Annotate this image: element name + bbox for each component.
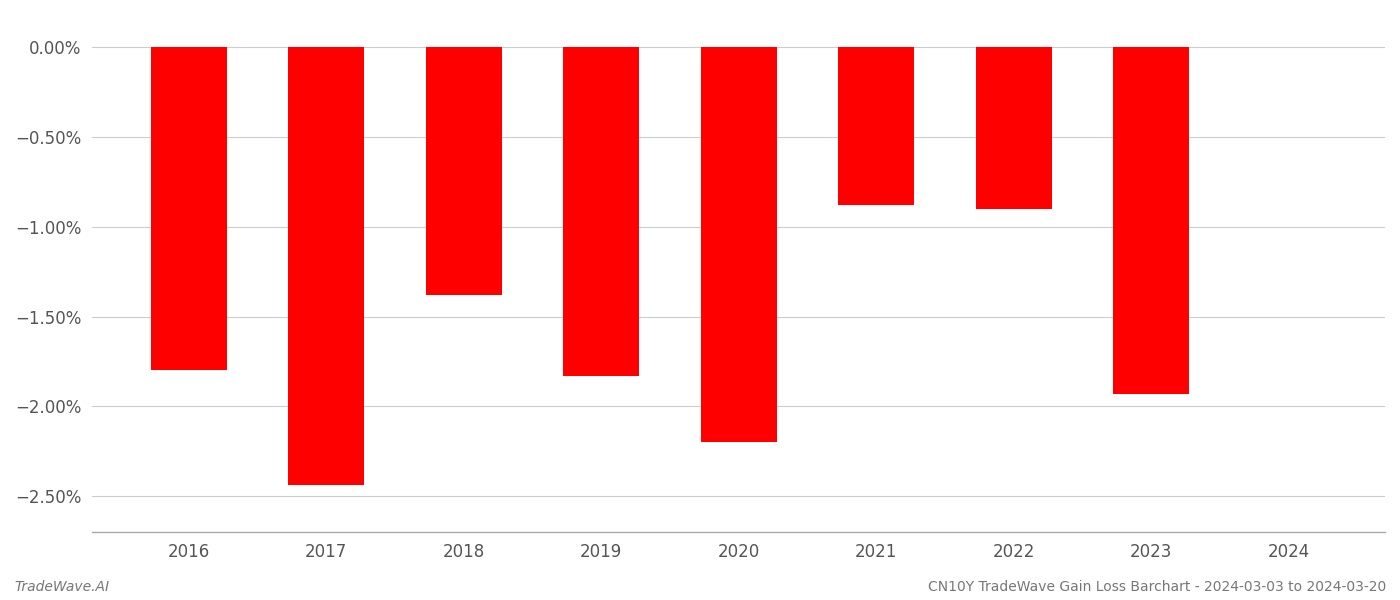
Bar [563,47,638,376]
Text: TradeWave.AI: TradeWave.AI [14,580,109,594]
Bar [151,47,227,370]
Bar [976,47,1051,209]
Bar [426,47,501,295]
Bar [288,47,364,485]
Text: CN10Y TradeWave Gain Loss Barchart - 2024-03-03 to 2024-03-20: CN10Y TradeWave Gain Loss Barchart - 202… [928,580,1386,594]
Bar [701,47,777,442]
Bar [839,47,914,205]
Bar [1113,47,1189,394]
